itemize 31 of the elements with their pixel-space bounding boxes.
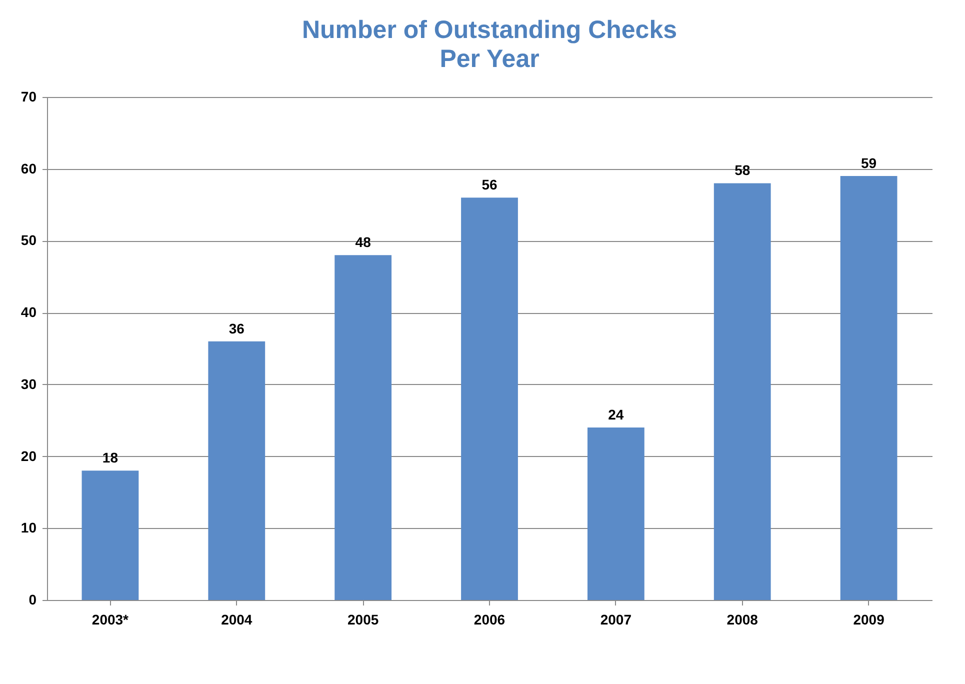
x-tick-label: 2009 <box>853 612 885 628</box>
bar <box>208 341 266 600</box>
bar <box>587 428 644 600</box>
bar <box>714 183 771 600</box>
x-tick-label: 2006 <box>474 612 506 628</box>
y-tick-label: 40 <box>20 304 37 320</box>
y-tick-label: 30 <box>20 376 37 392</box>
bar <box>334 255 392 600</box>
bar <box>840 176 898 600</box>
bar <box>461 198 518 600</box>
x-tick-label: 2003* <box>92 612 130 628</box>
bar <box>82 470 139 600</box>
x-tick-label: 2004 <box>221 612 252 628</box>
y-tick-label: 20 <box>20 448 37 464</box>
chart-title: Number of Outstanding Checks <box>302 16 678 44</box>
x-tick-label: 2005 <box>347 612 379 628</box>
x-tick-label: 2008 <box>726 612 758 628</box>
data-label: 36 <box>228 320 245 336</box>
y-tick-label: 50 <box>20 232 37 248</box>
y-tick-label: 60 <box>20 160 37 176</box>
y-tick-label: 70 <box>20 88 37 104</box>
y-tick-label: 0 <box>28 592 37 608</box>
data-label: 24 <box>608 406 624 423</box>
y-tick-label: 10 <box>20 520 37 536</box>
x-tick-label: 2007 <box>600 612 632 628</box>
data-label: 58 <box>734 162 750 178</box>
data-label: 18 <box>102 450 118 466</box>
chart-subtitle: Per Year <box>440 45 540 73</box>
data-label: 56 <box>482 176 498 193</box>
data-label: 48 <box>355 234 372 250</box>
data-label: 59 <box>860 155 877 172</box>
